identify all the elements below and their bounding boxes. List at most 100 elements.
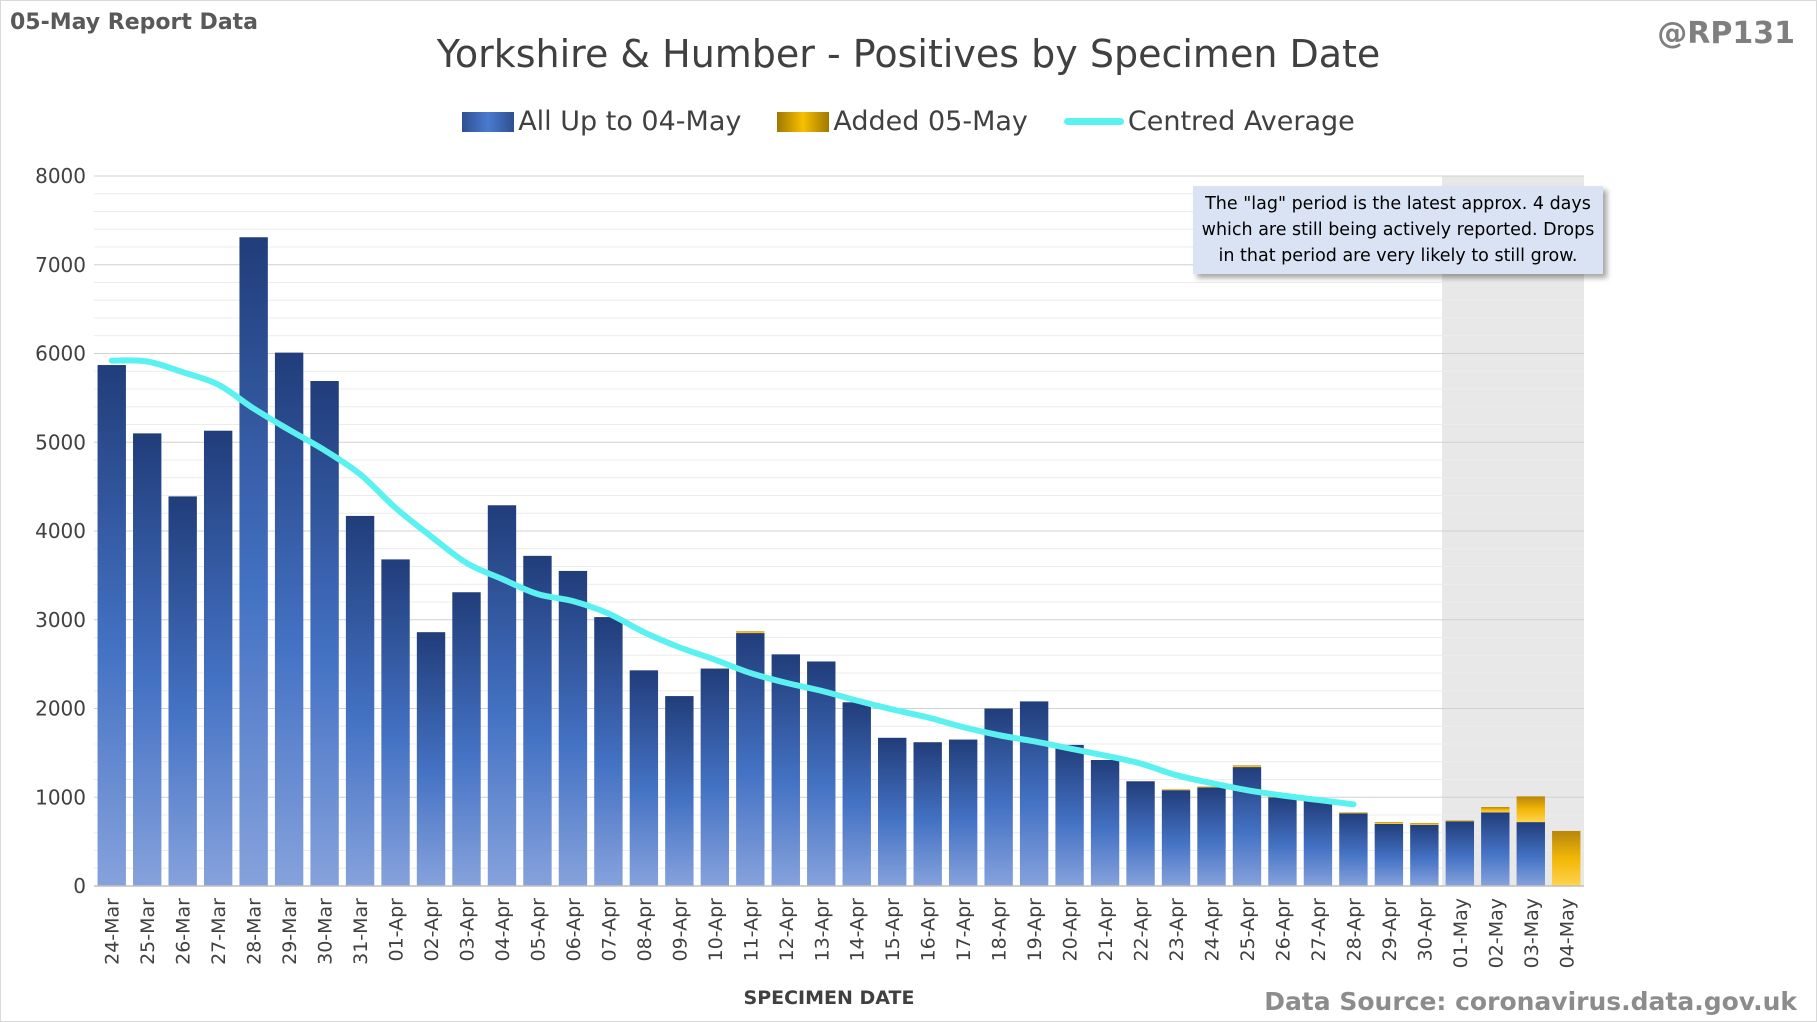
bar-base <box>452 592 481 886</box>
bar-base <box>1055 744 1084 886</box>
bar-added <box>1445 820 1475 822</box>
x-tick-label: 05-Apr <box>527 898 549 962</box>
bar-base <box>203 430 233 886</box>
x-tick-label: 04-May <box>1556 898 1578 968</box>
legend-item-average: Centred Average <box>1063 106 1355 137</box>
bar-base <box>1126 781 1155 886</box>
lag-annotation: The "lag" period is the latest approx. 4… <box>1193 186 1603 274</box>
bar-base <box>771 654 800 886</box>
legend-swatch-average <box>1063 118 1124 125</box>
x-tick-label: 01-Apr <box>386 898 408 962</box>
x-tick-label: 24-Mar <box>102 898 124 965</box>
y-tick-label: 3000 <box>35 608 86 632</box>
data-source-label: Data Source: coronavirus.data.gov.uk <box>1264 987 1797 1016</box>
x-tick-label: 28-Mar <box>244 898 266 965</box>
x-tick-label: 07-Apr <box>598 898 620 962</box>
x-tick-label: 29-Apr <box>1379 898 1401 962</box>
bar-base <box>629 670 659 886</box>
bar-base <box>700 668 730 886</box>
bar-base <box>1197 787 1226 886</box>
bar-base <box>1268 797 1297 886</box>
legend-item-added: Added 05-May <box>777 106 1028 137</box>
bar-added <box>1552 830 1581 886</box>
y-tick-label: 8000 <box>35 164 86 188</box>
x-tick-label: 30-Apr <box>1414 898 1436 962</box>
legend-item-base: All Up to 04-May <box>462 106 741 137</box>
x-tick-label: 21-Apr <box>1095 898 1117 962</box>
bar-base <box>523 555 552 886</box>
y-tick-label: 1000 <box>35 785 86 809</box>
y-tick-label: 7000 <box>35 253 86 277</box>
x-tick-label: 31-Mar <box>350 898 372 965</box>
bar-base <box>239 237 268 887</box>
bar-base <box>1445 821 1475 886</box>
bar-added <box>736 631 765 634</box>
x-tick-label: 29-Mar <box>279 898 301 965</box>
bar-added <box>1374 822 1404 824</box>
report-date-label: 05-May Report Data <box>10 10 259 35</box>
x-tick-label: 26-Apr <box>1272 898 1294 962</box>
x-tick-label: 23-Apr <box>1166 898 1188 962</box>
x-tick-label: 19-Apr <box>1024 898 1046 962</box>
x-tick-label: 09-Apr <box>669 898 691 962</box>
x-tick-label: 25-Apr <box>1237 898 1259 962</box>
bar-added <box>1410 822 1439 825</box>
bar-base <box>1303 800 1333 886</box>
x-tick-label: 14-Apr <box>847 898 869 962</box>
x-tick-label: 13-Apr <box>811 898 833 962</box>
x-tick-label: 12-Apr <box>776 898 798 962</box>
x-tick-label: 28-Apr <box>1343 898 1365 962</box>
x-tick-label: 27-Mar <box>208 898 230 965</box>
bar-base <box>1090 759 1120 886</box>
y-tick-label: 6000 <box>35 342 86 366</box>
bar-base <box>913 742 942 886</box>
x-tick-label: 30-Mar <box>315 898 337 965</box>
x-tick-label: 04-Apr <box>492 898 514 962</box>
x-tick-label: 16-Apr <box>918 898 940 962</box>
x-tick-label: 15-Apr <box>882 898 904 962</box>
bar-base <box>1516 822 1545 886</box>
y-tick-label: 0 <box>73 874 86 898</box>
average-line <box>108 357 1357 808</box>
x-tick-label: 03-Apr <box>457 898 479 962</box>
x-tick-label: 03-May <box>1521 898 1543 968</box>
legend-swatch-base <box>462 111 515 132</box>
x-tick-label: 01-May <box>1450 898 1472 968</box>
legend: All Up to 04-May Added 05-May Centred Av… <box>0 106 1817 137</box>
bar-base <box>487 505 517 886</box>
legend-label-added: Added 05-May <box>833 106 1028 137</box>
bar-base <box>842 702 871 886</box>
x-tick-label: 25-Mar <box>137 898 159 965</box>
bar-base <box>133 433 162 886</box>
x-tick-label: 06-Apr <box>563 898 585 962</box>
bar-base <box>1374 823 1404 886</box>
bar-base <box>1410 824 1439 886</box>
x-tick-label: 11-Apr <box>740 898 762 962</box>
x-tick-label: 10-Apr <box>705 898 727 962</box>
x-tick-label: 02-May <box>1485 898 1507 968</box>
x-tick-label: 08-Apr <box>634 898 656 962</box>
x-axis-title: SPECIMEN DATE <box>744 987 915 1009</box>
bar-base <box>416 632 446 886</box>
x-tick-label: 22-Apr <box>1131 898 1153 962</box>
bar-base <box>310 381 339 886</box>
bar-added <box>1339 812 1368 814</box>
bar-added <box>1232 765 1262 768</box>
bar-base <box>558 570 588 886</box>
bar-added <box>1161 789 1191 791</box>
bar-base <box>948 739 978 886</box>
bar-base <box>274 352 304 886</box>
x-tick-label: 26-Mar <box>173 898 195 965</box>
x-tick-label: 18-Apr <box>989 898 1011 962</box>
x-tick-label: 24-Apr <box>1202 898 1224 962</box>
bar-base <box>1232 767 1262 886</box>
bar-base <box>1339 813 1368 886</box>
bar-base <box>1019 701 1049 886</box>
bar-base <box>594 617 623 886</box>
legend-swatch-added <box>777 111 830 132</box>
bar-base <box>97 365 126 887</box>
bar-added <box>1516 796 1545 823</box>
bar-base <box>381 559 410 886</box>
bar-base <box>878 737 907 886</box>
